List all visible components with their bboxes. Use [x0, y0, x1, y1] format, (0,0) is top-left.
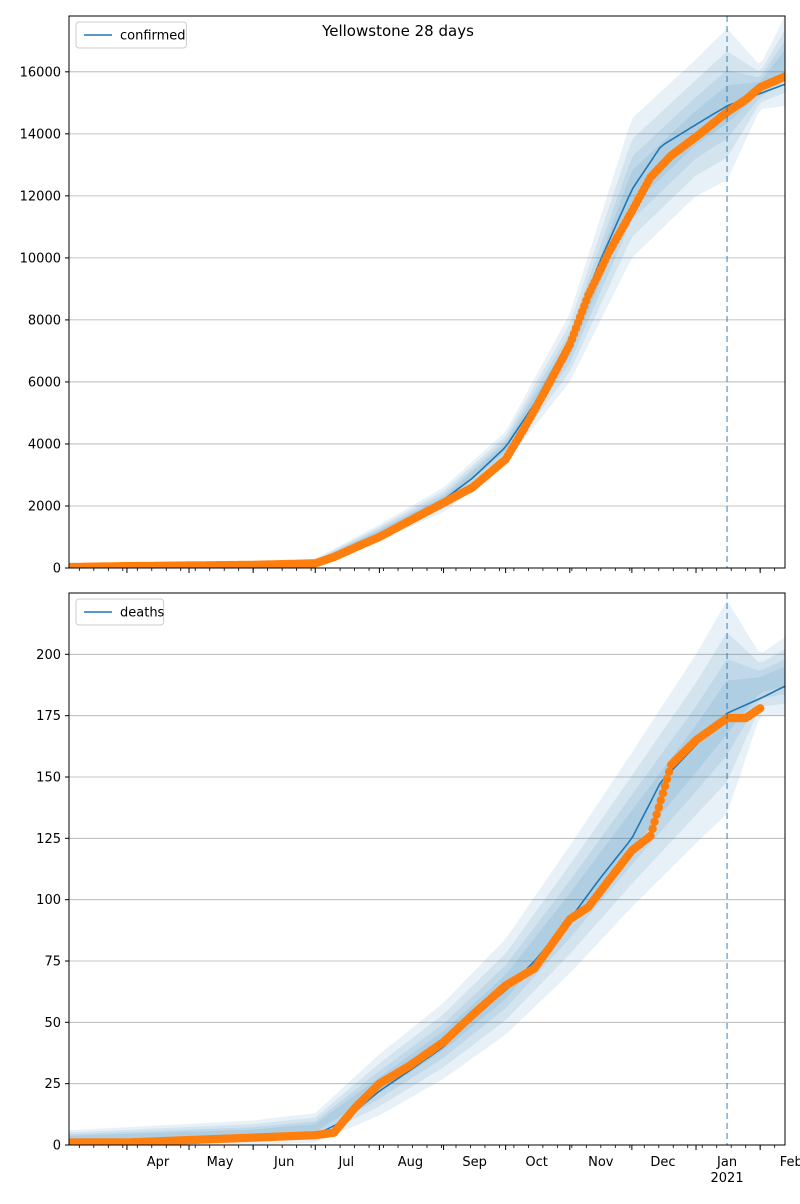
figure-title: Yellowstone 28 days — [321, 22, 474, 40]
y-tick-label: 0 — [53, 562, 61, 577]
uncertainty-band-3 — [69, 49, 785, 567]
x-tick-label: Jun — [273, 1155, 294, 1170]
x-tick-label: Apr — [147, 1155, 170, 1170]
observed-point — [650, 817, 659, 826]
x-tick-label: Jul — [337, 1155, 354, 1170]
observed-point — [648, 824, 657, 833]
y-tick-label: 75 — [44, 955, 61, 970]
observed-point — [660, 781, 670, 791]
deaths-panel: 0 25 50 75 100 125 150 175 200 Apr May Jun Jul Aug Sep… — [36, 592, 800, 1186]
y-tick-label: 150 — [36, 771, 61, 786]
uncertainty-band-1 — [69, 29, 785, 568]
observed-point — [662, 774, 672, 784]
observed-point — [646, 831, 655, 841]
plot-area — [69, 600, 785, 1145]
x-tick-label: Oct — [525, 1155, 547, 1170]
y-tick-label: 6000 — [28, 375, 61, 390]
observed-point — [658, 789, 668, 798]
x-tick-label: Aug — [398, 1155, 423, 1170]
uncertainty-band-2 — [69, 658, 785, 1141]
legend-box — [75, 21, 187, 49]
uncertainty-band-0 — [69, 600, 785, 1145]
observed-point — [756, 704, 765, 713]
confirmed-panel: 0 2000 4000 6000 8000 10000 12000 14000 16000 con… — [20, 15, 786, 577]
y-tick-label: 10000 — [20, 251, 61, 266]
y-tick-label: 4000 — [28, 437, 61, 452]
y-tick-label: 25 — [44, 1077, 61, 1092]
uncertainty-band-2 — [69, 40, 785, 567]
x-tick-sublabel: 2021 — [711, 1171, 744, 1186]
observed-point — [780, 72, 785, 81]
observed-point — [654, 803, 663, 812]
observed-point — [656, 796, 665, 805]
y-tick-label: 125 — [36, 832, 61, 847]
legend-box — [75, 598, 165, 626]
x-tick-label: Nov — [588, 1155, 614, 1170]
legend-label: deaths — [120, 606, 165, 621]
x-tick-label: Feb — [780, 1155, 800, 1170]
y-tick-label: 12000 — [20, 189, 61, 204]
y-tick-label: 200 — [36, 648, 61, 663]
plot-area — [69, 16, 785, 568]
y-tick-label: 175 — [36, 709, 61, 724]
legend: deaths — [75, 598, 165, 626]
x-tick-label: Sep — [462, 1155, 487, 1170]
x-tick-label: May — [207, 1155, 234, 1170]
y-tick-label: 0 — [53, 1139, 61, 1154]
x-tick-label: Dec — [650, 1155, 675, 1170]
uncertainty-band-3 — [69, 666, 785, 1140]
y-tick-label: 8000 — [28, 313, 61, 328]
y-tick-label: 16000 — [20, 65, 61, 80]
y-tick-label: 50 — [44, 1016, 61, 1031]
legend: confirmed — [75, 21, 187, 49]
x-tick-label: Jan — [716, 1155, 737, 1170]
uncertainty-band-1 — [69, 632, 785, 1143]
observed-point — [652, 810, 661, 819]
y-tick-label: 2000 — [28, 499, 61, 514]
y-tick-label: 14000 — [20, 127, 61, 142]
legend-label: confirmed — [120, 29, 186, 44]
y-tick-label: 100 — [36, 893, 61, 908]
observed-point — [664, 767, 674, 776]
uncertainty-band-0 — [69, 16, 785, 568]
